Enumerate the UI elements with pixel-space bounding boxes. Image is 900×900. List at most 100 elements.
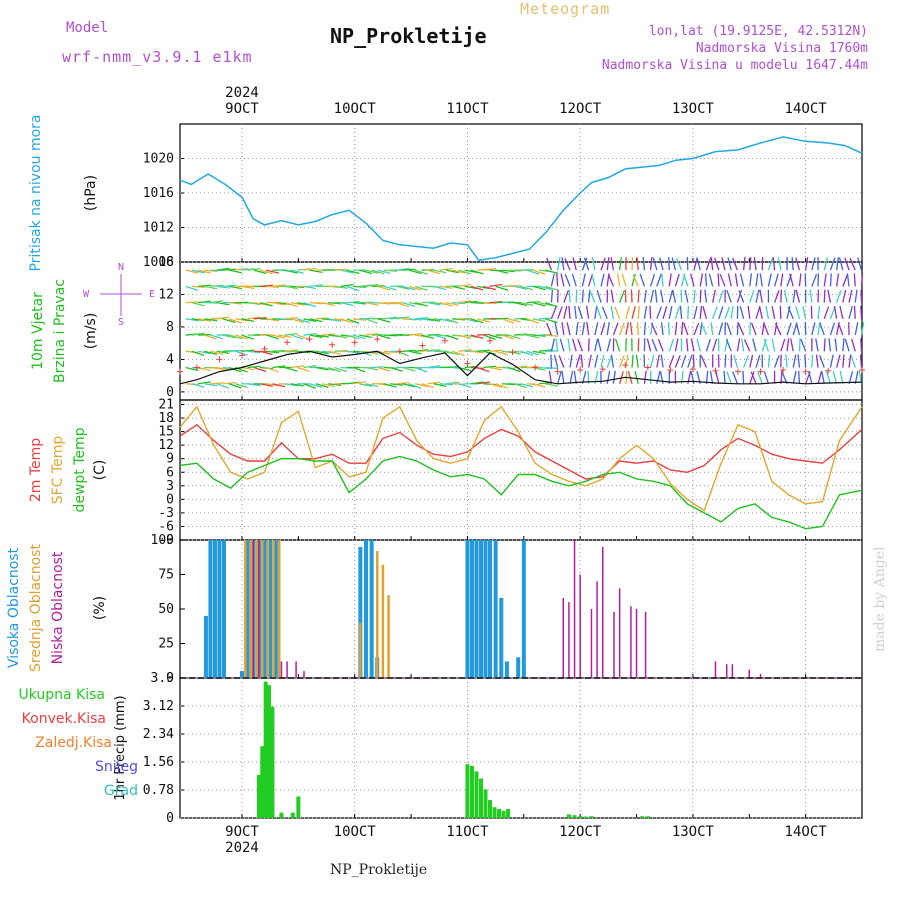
model-name: wrf-nmm_v3.9.1 e1km [62, 48, 253, 66]
wind-barb [545, 366, 559, 370]
wind-barb [600, 273, 605, 287]
wind-barb [674, 322, 678, 336]
wind-barb [612, 322, 619, 336]
wind-barb [774, 290, 780, 303]
wind-barb [514, 285, 528, 290]
y-tick-label: 50 [158, 602, 174, 617]
wind-barb [732, 257, 739, 271]
wind-barb [790, 338, 794, 352]
wind-barb [600, 354, 605, 368]
wind-barb [445, 334, 459, 341]
year-label-bottom: 2024 [225, 840, 259, 856]
wind-barb [660, 289, 664, 303]
wind-barb [247, 383, 261, 387]
wind-barb [365, 269, 379, 274]
wind-barb [823, 289, 826, 303]
wind-barb [507, 318, 521, 323]
wind-barb [667, 322, 670, 336]
wind-barb [545, 301, 558, 308]
rain-bar [290, 812, 295, 818]
y-tick-label: 8 [166, 320, 174, 335]
wind-barb [439, 318, 453, 323]
wind-barb [427, 269, 441, 275]
wind-barb [365, 318, 378, 324]
wind-barb [483, 334, 496, 341]
x-tick-label-bottom: 10OCT [334, 824, 377, 840]
y-tick-label: 100 [151, 533, 174, 548]
mid-cloud-bar [244, 540, 247, 678]
wind-barb [284, 349, 298, 352]
precip-legend-item: Snijeg [95, 759, 138, 775]
wind-barb [686, 257, 689, 271]
wind-barb [759, 289, 763, 303]
wind-barb [228, 334, 242, 340]
wind-barb [763, 322, 770, 336]
wind-barb [661, 273, 664, 287]
wind-barb [795, 289, 801, 303]
wind-barb [755, 289, 760, 303]
wind-barb [272, 334, 286, 339]
wind-barb [346, 269, 360, 275]
cloud-unit: (%) [92, 596, 108, 620]
wind-barb [470, 381, 484, 385]
y-tick-label: 1020 [143, 152, 174, 167]
wind-barb [545, 285, 558, 291]
wind-barb [439, 285, 453, 289]
wind-barb [752, 338, 757, 352]
wind-barb [557, 371, 562, 384]
wind-barb [241, 318, 255, 323]
wind-barb [779, 305, 782, 319]
wind-barb [228, 366, 242, 373]
temp-label-1: 2m Temp [28, 438, 44, 502]
wind-barb [414, 301, 428, 307]
wind-barb [259, 269, 273, 275]
wind-barb [574, 305, 577, 319]
wind-barb [421, 383, 434, 389]
x-tick-label-bottom: 13OCT [672, 824, 715, 840]
wind-barb [352, 366, 366, 373]
wind-barb [352, 334, 366, 340]
low-cloud-bar [731, 664, 734, 678]
wind-barb [631, 354, 634, 368]
wind-barb [730, 305, 734, 319]
wind-barb [710, 257, 714, 271]
wind-barb [561, 322, 565, 336]
wind-barb [791, 257, 794, 271]
wind-barb [594, 305, 598, 319]
wind-barb [191, 332, 205, 336]
mid-cloud-bar [249, 540, 253, 678]
wind-barb [817, 305, 821, 319]
wind-barb [750, 371, 757, 385]
wind-barb [723, 370, 726, 384]
rain-bar [572, 815, 577, 818]
wind-barb [848, 306, 853, 319]
high-cloud-bar [504, 661, 509, 678]
wind-barb [346, 381, 360, 385]
wind-barb [346, 350, 360, 354]
wind-barb [303, 267, 317, 271]
wind-barb [532, 350, 546, 355]
high-cloud-bar [217, 540, 222, 678]
wind-barb [580, 354, 584, 368]
wind-barb [566, 322, 571, 336]
wind-barb [733, 354, 739, 368]
wind-barb [204, 334, 217, 340]
wind-barb [717, 273, 720, 287]
mid-cloud-bar [277, 540, 281, 678]
wind-barb [532, 269, 546, 275]
wind-barb [687, 354, 693, 368]
wind-barb [650, 354, 655, 368]
wind-barb [334, 334, 348, 339]
wind-barb [571, 273, 577, 287]
wind-barb [680, 322, 684, 336]
wind-barb [636, 257, 639, 271]
wind-barb [489, 283, 503, 287]
wind-barb [738, 290, 745, 303]
wind-barb [526, 269, 540, 275]
y-tick-label: 75 [158, 568, 174, 583]
wind-barb [811, 257, 816, 271]
wind-barb [795, 322, 801, 336]
wind-barb [589, 290, 596, 303]
wind-barb [545, 269, 558, 274]
wind-barb [402, 301, 416, 308]
